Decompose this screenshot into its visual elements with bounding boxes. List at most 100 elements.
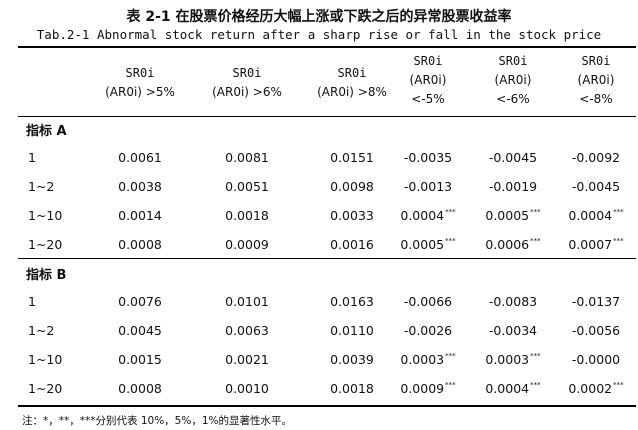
column-header: SR0i (AR0i) <-6% (463, 52, 563, 109)
table-cell: 0.0018 (202, 208, 292, 223)
cell-value: 0.0101 (225, 294, 269, 309)
cell-value: 0.0005 (485, 208, 530, 223)
cell-value: 0.0008 (118, 237, 162, 252)
table-cell: 0.0015 (95, 352, 185, 367)
significance-stars: *** (445, 208, 456, 216)
significance-stars: *** (613, 208, 624, 216)
table-cell: -0.0083 (468, 294, 558, 309)
row-label: 1 (28, 294, 36, 309)
cell-value: 0.0051 (225, 179, 269, 194)
cell-value: 0.0004 (485, 381, 530, 396)
table-cell: 0.0076 (95, 294, 185, 309)
column-header-line: SR0i (413, 54, 443, 68)
table-cell: 0.0010 (202, 381, 292, 396)
column-header-line: (AR0i) >8% (317, 85, 387, 99)
table-cell: 0.0063 (202, 323, 292, 338)
cell-value: 0.0039 (330, 352, 374, 367)
cell-value: -0.0019 (488, 179, 538, 194)
significance-stars: *** (530, 208, 541, 216)
cell-value: -0.0083 (488, 294, 538, 309)
table-cell: 0.0004*** (383, 208, 473, 223)
table-cell: 0.0005*** (383, 237, 473, 252)
table-cell: 0.0005*** (468, 208, 558, 223)
table-bottom-rule (18, 405, 636, 407)
column-header: SR0i (AR0i) <-8% (546, 52, 638, 109)
table-section-rule (18, 258, 636, 259)
table-cell: -0.0045 (551, 179, 638, 194)
table-cell: 0.0016 (307, 237, 397, 252)
cell-value: 0.0003 (485, 352, 530, 367)
table-cell: 0.0004*** (551, 208, 638, 223)
table-cell: -0.0045 (468, 150, 558, 165)
table-title-chinese: 表 2-1 在股票价格经历大幅上涨或下跌之后的异常股票收益率 (126, 9, 512, 25)
cell-value: -0.0137 (571, 294, 621, 309)
table-cell: 0.0033 (307, 208, 397, 223)
column-header: SR0i (AR0i) >8% (302, 64, 402, 102)
significance-stars: *** (530, 381, 541, 389)
cell-value: -0.0092 (571, 150, 621, 165)
significance-stars: *** (445, 381, 456, 389)
table-cell: 0.0151 (307, 150, 397, 165)
table-cell: 0.0018 (307, 381, 397, 396)
row-label: 1~10 (28, 352, 63, 367)
significance-stars: *** (445, 352, 456, 360)
table-cell: 0.0098 (307, 179, 397, 194)
column-header-line: SR0i (125, 66, 155, 80)
cell-value: 0.0076 (118, 294, 162, 309)
cell-value: 0.0010 (225, 381, 269, 396)
cell-value: -0.0000 (571, 352, 621, 367)
cell-value: -0.0056 (571, 323, 621, 338)
table-cell: 0.0163 (307, 294, 397, 309)
section-label: 指标 A (26, 124, 67, 139)
table-cell: 0.0081 (202, 150, 292, 165)
cell-value: 0.0005 (400, 237, 445, 252)
table-cell: -0.0026 (383, 323, 473, 338)
cell-value: 0.0006 (485, 237, 530, 252)
table-cell: 0.0101 (202, 294, 292, 309)
table-cell: 0.0045 (95, 323, 185, 338)
table-cell: 0.0008 (95, 237, 185, 252)
significance-stars: *** (613, 237, 624, 245)
column-header-line: (AR0i) (494, 73, 532, 87)
cell-value: 0.0002 (568, 381, 613, 396)
column-header: SR0i (AR0i) >5% (90, 64, 190, 102)
table-cell: 0.0021 (202, 352, 292, 367)
cell-value: -0.0035 (403, 150, 453, 165)
cell-value: -0.0013 (403, 179, 453, 194)
cell-value: 0.0009 (225, 237, 269, 252)
row-label: 1~2 (28, 323, 55, 338)
table-cell: -0.0035 (383, 150, 473, 165)
table-cell: 0.0009 (202, 237, 292, 252)
table-cell: 0.0004*** (468, 381, 558, 396)
cell-value: 0.0015 (118, 352, 162, 367)
cell-value: 0.0021 (225, 352, 269, 367)
cell-value: 0.0081 (225, 150, 269, 165)
cell-value: 0.0009 (400, 381, 445, 396)
cell-value: -0.0034 (488, 323, 538, 338)
table-cell: -0.0019 (468, 179, 558, 194)
cell-value: 0.0004 (568, 208, 613, 223)
significance-stars: *** (445, 237, 456, 245)
cell-value: -0.0045 (571, 179, 621, 194)
cell-value: -0.0045 (488, 150, 538, 165)
column-header-line: (AR0i) >5% (105, 85, 175, 99)
cell-value: 0.0008 (118, 381, 162, 396)
table-cell: 0.0003*** (383, 352, 473, 367)
cell-value: 0.0003 (400, 352, 445, 367)
column-header-line: <-6% (496, 92, 530, 106)
cell-value: -0.0066 (403, 294, 453, 309)
table-cell: 0.0007*** (551, 237, 638, 252)
table-cell: 0.0002*** (551, 381, 638, 396)
column-header-line: (AR0i) >6% (212, 85, 282, 99)
cell-value: 0.0004 (400, 208, 445, 223)
table-cell: -0.0092 (551, 150, 638, 165)
cell-value: 0.0061 (118, 150, 162, 165)
cell-value: 0.0110 (330, 323, 374, 338)
table-cell: 0.0038 (95, 179, 185, 194)
table-cell: 0.0110 (307, 323, 397, 338)
table-cell: -0.0000 (551, 352, 638, 367)
table-cell: -0.0066 (383, 294, 473, 309)
table-cell: 0.0006*** (468, 237, 558, 252)
table-cell: -0.0034 (468, 323, 558, 338)
column-header: SR0i (AR0i) <-5% (378, 52, 478, 109)
